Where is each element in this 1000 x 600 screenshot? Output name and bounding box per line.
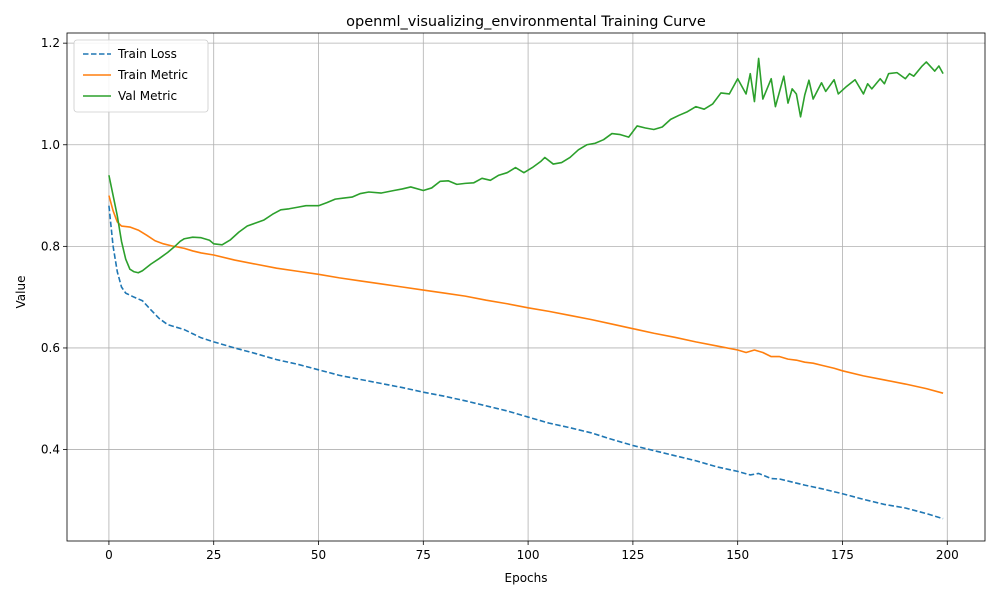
x-tick-label: 50 <box>311 548 326 562</box>
legend-label: Train Loss <box>117 47 177 61</box>
series-line-train-loss <box>108 205 944 520</box>
x-tick-label: 75 <box>416 548 431 562</box>
legend-label: Train Metric <box>117 68 188 82</box>
plot-frame <box>66 32 986 542</box>
x-tick-label: 100 <box>517 548 540 562</box>
x-tick-label: 0 <box>105 548 113 562</box>
chart-title: openml_visualizing_environmental Trainin… <box>346 14 706 30</box>
x-tick-label: 200 <box>936 548 959 562</box>
x-tick-label: 125 <box>621 548 644 562</box>
x-axis-label: Epochs <box>505 571 548 585</box>
legend: Train Loss Train Metric Val Metric <box>73 39 209 113</box>
legend-label: Val Metric <box>118 89 177 103</box>
x-tick-label: 175 <box>831 548 854 562</box>
y-axis-label: Value <box>14 276 28 309</box>
x-tick-label: 25 <box>206 548 221 562</box>
series-line-val-metric <box>108 57 944 274</box>
x-tick-label: 150 <box>726 548 749 562</box>
y-tick-label: 1.0 <box>41 138 60 152</box>
legend-box <box>73 39 209 113</box>
grid <box>67 33 985 541</box>
y-tick-label: 1.2 <box>41 36 60 50</box>
y-tick-label: 0.6 <box>41 341 60 355</box>
ticks: 0 25 50 75 100 125 150 175 200 0.4 0.6 0.8 1.0 1.2 <box>41 36 959 562</box>
y-tick-label: 0.8 <box>41 239 60 253</box>
y-tick-label: 0.4 <box>41 443 60 457</box>
series-lines <box>108 57 944 520</box>
